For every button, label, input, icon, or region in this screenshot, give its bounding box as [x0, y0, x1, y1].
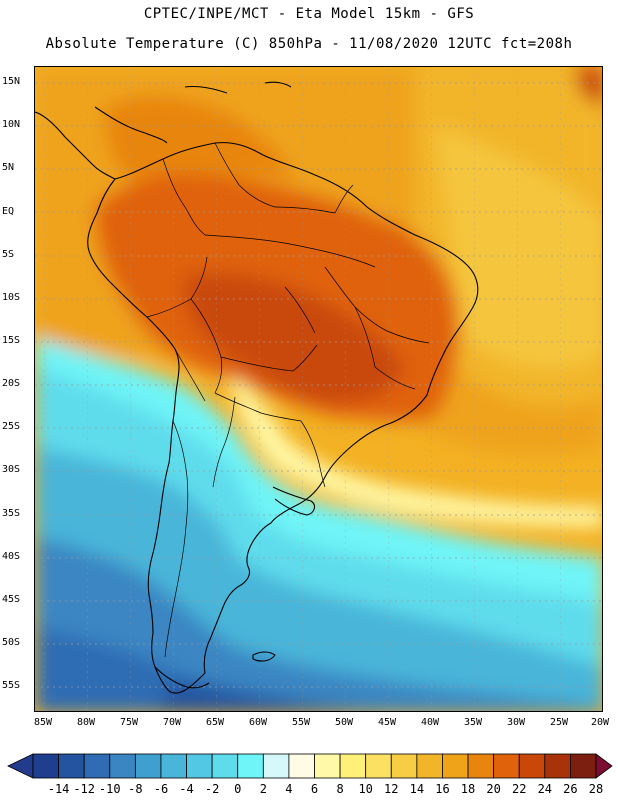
- lat-label-10n: 10N: [2, 119, 21, 130]
- lon-label-80w: 80W: [76, 717, 96, 728]
- lat-label-eq: EQ: [2, 206, 15, 217]
- lon-label-30w: 30W: [506, 717, 526, 728]
- colorbar-swatch: [262, 753, 290, 779]
- lat-label-45s: 45S: [2, 594, 21, 605]
- colorbar-label: 20: [486, 782, 501, 796]
- colorbar-swatch: [211, 753, 239, 779]
- lat-label-50s: 50S: [2, 637, 21, 648]
- colorbar-swatch: [134, 753, 162, 779]
- lon-label-20w: 20W: [590, 717, 610, 728]
- colorbar-label: -8: [128, 782, 143, 796]
- colorbar-label: 10: [358, 782, 373, 796]
- temperature-map: [35, 67, 602, 711]
- colorbar-label: 22: [511, 782, 527, 796]
- colorbar-over-arrow: [595, 753, 613, 779]
- colorbar-label: 24: [537, 782, 553, 796]
- colorbar-label: 14: [409, 782, 425, 796]
- colorbar-swatch: [160, 753, 187, 779]
- lon-label-75w: 75W: [119, 717, 139, 728]
- colorbar-label: -2: [204, 782, 220, 796]
- lat-label-5n: 5N: [2, 162, 15, 173]
- colorbar-swatch: [288, 753, 315, 779]
- coastline: [35, 81, 479, 694]
- colorbar-label: 2: [259, 782, 267, 796]
- colorbar-label: 4: [285, 782, 293, 796]
- lat-label-35s: 35S: [2, 508, 21, 519]
- country-borders: [146, 142, 430, 658]
- colorbar: [7, 753, 613, 779]
- colorbar-swatch: [314, 753, 341, 779]
- colorbar-label: -10: [98, 782, 121, 796]
- lat-label-20s: 20S: [2, 378, 21, 389]
- lat-label-10s: 10S: [2, 292, 21, 303]
- colorbar-swatch: [186, 753, 213, 779]
- colorbar-label: -14: [47, 782, 70, 796]
- colorbar-swatch: [570, 753, 597, 779]
- colorbar-swatch: [83, 753, 111, 779]
- colorbar-label: -12: [73, 782, 96, 796]
- colorbar-swatch: [493, 753, 520, 779]
- colorbar-under-arrow: [7, 753, 34, 779]
- colorbar-label: -6: [153, 782, 169, 796]
- lat-label-40s: 40S: [2, 551, 21, 562]
- colorbar-label: 16: [435, 782, 450, 796]
- lon-label-40w: 40W: [420, 717, 440, 728]
- lat-label-15s: 15S: [2, 335, 21, 346]
- lon-label-55w: 55W: [291, 717, 311, 728]
- lat-label-15n: 15N: [2, 76, 21, 87]
- colorbar-label: 12: [384, 782, 399, 796]
- colorbar-swatch: [390, 753, 418, 779]
- map-panel: [34, 66, 603, 712]
- colorbar-label: 26: [563, 782, 578, 796]
- lon-label-70w: 70W: [162, 717, 182, 728]
- lon-label-50w: 50W: [334, 717, 354, 728]
- lat-label-25s: 25S: [2, 421, 21, 432]
- colorbar-swatch: [109, 753, 136, 779]
- colorbar-label: 28: [588, 782, 604, 796]
- colorbar-label: 18: [460, 782, 476, 796]
- colorbar-swatch: [518, 753, 546, 779]
- title-line-2: Absolute Temperature (C) 850hPa - 11/08/…: [45, 36, 573, 52]
- colorbar-swatch: [32, 753, 59, 779]
- lon-label-85w: 85W: [33, 717, 53, 728]
- colorbar-swatch: [467, 753, 495, 779]
- lat-label-55s: 55S: [2, 680, 21, 691]
- colorbar-swatch: [442, 753, 469, 779]
- lon-label-45w: 45W: [377, 717, 397, 728]
- lat-label-30s: 30S: [2, 464, 21, 475]
- colorbar-label: 6: [310, 782, 319, 796]
- colorbar-swatch: [237, 753, 264, 779]
- colorbar-swatch: [416, 753, 443, 779]
- colorbar-label: -4: [179, 782, 194, 796]
- lon-label-65w: 65W: [205, 717, 225, 728]
- colorbar-swatch: [58, 753, 85, 779]
- title-line-1: CPTEC/INPE/MCT - Eta Model 15km - GFS: [143, 6, 475, 22]
- colorbar-label: 8: [336, 782, 344, 796]
- lat-label-5s: 5S: [2, 249, 15, 260]
- lon-label-25w: 25W: [549, 717, 569, 728]
- lon-label-60w: 60W: [248, 717, 268, 728]
- lon-label-35w: 35W: [463, 717, 483, 728]
- colorbar-swatch: [544, 753, 571, 779]
- colorbar-swatch: [365, 753, 392, 779]
- colorbar-swatch: [339, 753, 367, 779]
- colorbar-label: 0: [234, 782, 242, 796]
